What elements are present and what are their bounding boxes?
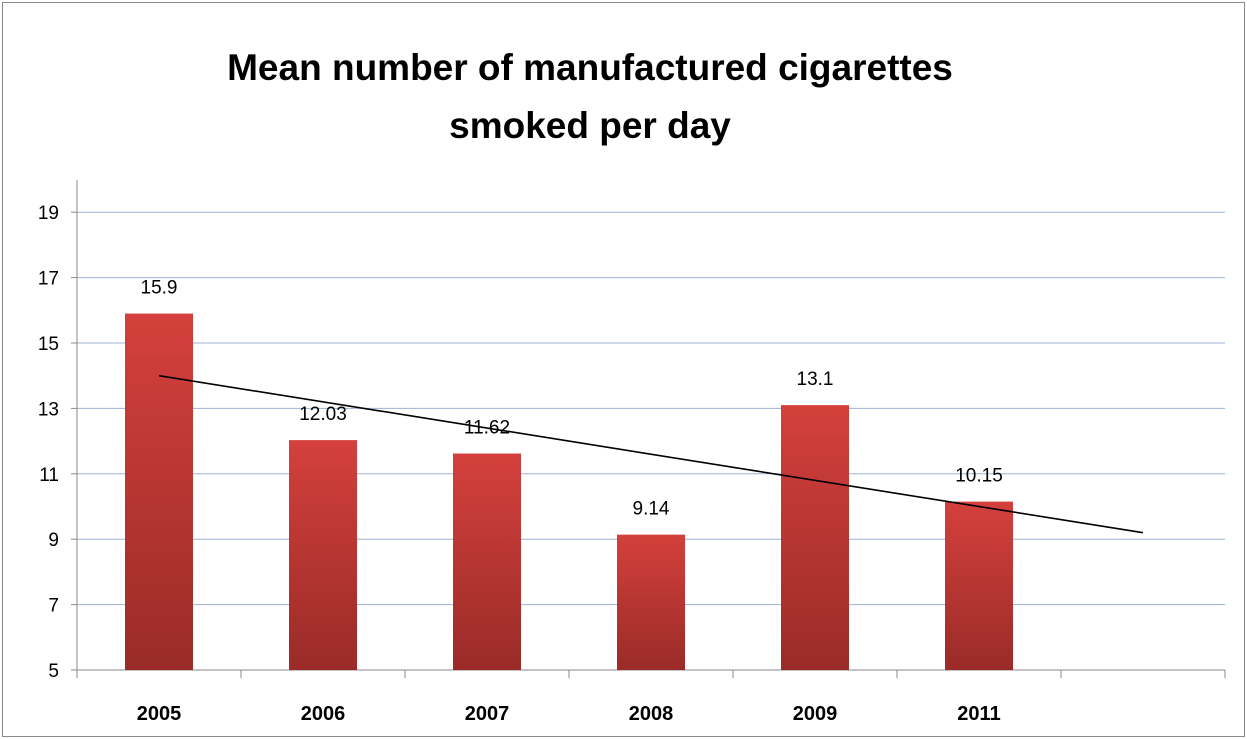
y-tick-label: 5 [48, 661, 59, 682]
chart-title-line-1: Mean number of manufactured cigarettes [227, 47, 953, 88]
y-tick-label: 17 [38, 269, 59, 290]
y-tick-label: 9 [48, 530, 59, 551]
data-label-2007: 11.62 [464, 418, 510, 439]
y-tick-label: 13 [38, 399, 59, 420]
bars [125, 313, 1013, 670]
category-label-2005: 2005 [137, 703, 182, 725]
bar-2008 [617, 534, 685, 670]
category-label-2009: 2009 [793, 703, 838, 725]
bar-2005 [125, 313, 193, 670]
bar-2009 [781, 405, 849, 670]
y-tick-label: 19 [38, 203, 59, 224]
y-tick-label: 11 [39, 465, 59, 486]
category-label-2007: 2007 [465, 703, 510, 725]
category-label-2011: 2011 [957, 703, 1000, 725]
bar-2011 [945, 501, 1013, 670]
category-label-2006: 2006 [301, 703, 346, 725]
gridlines [77, 211, 1225, 606]
chart-title-line-2: smoked per day [449, 105, 731, 146]
data-label-2006: 12.03 [299, 404, 347, 425]
labels: 5 7 9 11 13 15 17 19 15.9 2005 12.03 2006 11.62 2007 9… [38, 203, 1003, 725]
data-label-2011: 10.15 [955, 466, 1003, 487]
category-label-2008: 2008 [629, 703, 674, 725]
bar-2007 [453, 453, 521, 670]
trendline [158, 374, 1144, 534]
bar-2006 [289, 440, 357, 670]
y-tick-label: 15 [38, 334, 59, 355]
data-label-2008: 9.14 [633, 499, 670, 520]
data-label-2009: 13.1 [797, 369, 834, 390]
trendline-layer [158, 374, 1144, 534]
data-label-2005: 15.9 [141, 278, 178, 299]
y-tick-label: 7 [48, 596, 59, 617]
